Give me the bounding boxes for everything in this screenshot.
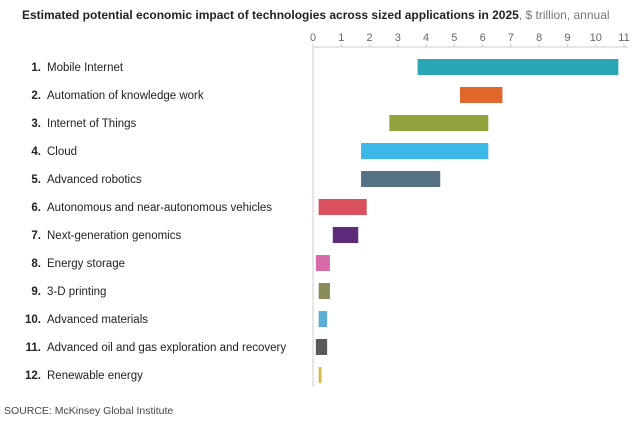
x-tick-label: 2 bbox=[366, 32, 372, 44]
category-number: 7. bbox=[31, 230, 41, 242]
range-bar bbox=[361, 171, 441, 187]
x-tick-label: 6 bbox=[480, 32, 486, 44]
range-bar bbox=[315, 255, 330, 271]
x-tick-label: 0 bbox=[310, 32, 316, 44]
category-label: Renewable energy bbox=[47, 370, 143, 382]
chart-title: Estimated potential economic impact of t… bbox=[22, 8, 610, 22]
category-number: 10. bbox=[25, 314, 41, 326]
category-label: Advanced robotics bbox=[47, 174, 142, 186]
category-number: 2. bbox=[31, 90, 41, 102]
category-number: 12. bbox=[25, 370, 41, 382]
source-note: SOURCE: McKinsey Global Institute bbox=[4, 405, 174, 417]
x-tick-label: 3 bbox=[395, 32, 401, 44]
range-bar bbox=[318, 199, 367, 215]
category-number: 3. bbox=[31, 118, 41, 130]
range-bar bbox=[318, 367, 322, 383]
x-tick-label: 4 bbox=[423, 32, 429, 44]
category-label: Internet of Things bbox=[47, 118, 137, 130]
x-tick-label: 7 bbox=[508, 32, 514, 44]
category-number: 9. bbox=[31, 286, 41, 298]
range-bar bbox=[460, 87, 503, 103]
category-label: Automation of knowledge work bbox=[47, 90, 204, 102]
chart: 0 1 2 3 4 5 6 7 8 9 10 11 1. Mobile Internet 2. Automat… bbox=[25, 32, 630, 387]
category-number: 5. bbox=[31, 174, 41, 186]
category-number: 11. bbox=[26, 342, 41, 354]
category-label: Next-generation genomics bbox=[47, 230, 181, 242]
category-number: 6. bbox=[31, 202, 41, 214]
category-number: 8. bbox=[31, 258, 41, 270]
category-label: Autonomous and near-autonomous vehicles bbox=[47, 202, 272, 214]
category-label: Cloud bbox=[47, 146, 77, 158]
range-bar bbox=[361, 143, 489, 159]
range-bar bbox=[318, 311, 328, 327]
x-tick-label: 9 bbox=[564, 32, 570, 44]
chart-subtitle: , $ trillion, annual bbox=[518, 8, 610, 22]
x-tick-label: 8 bbox=[536, 32, 542, 44]
x-tick-label: 1 bbox=[338, 32, 344, 44]
range-bar bbox=[417, 59, 619, 75]
category-number: 4. bbox=[31, 146, 41, 158]
range-bar bbox=[315, 339, 328, 355]
category-label: Advanced materials bbox=[47, 314, 148, 326]
category-label: Advanced oil and gas exploration and rec… bbox=[47, 342, 286, 354]
x-tick-label: 11 bbox=[618, 32, 629, 44]
x-tick-label: 10 bbox=[590, 32, 602, 44]
category-label: Energy storage bbox=[47, 258, 125, 270]
range-bar bbox=[332, 227, 359, 243]
category-label: 3-D printing bbox=[47, 286, 106, 298]
x-tick-label: 5 bbox=[451, 32, 457, 44]
range-bar bbox=[389, 115, 489, 131]
category-number: 1. bbox=[31, 62, 41, 74]
range-bar bbox=[318, 283, 330, 299]
category-label: Mobile Internet bbox=[47, 62, 124, 74]
